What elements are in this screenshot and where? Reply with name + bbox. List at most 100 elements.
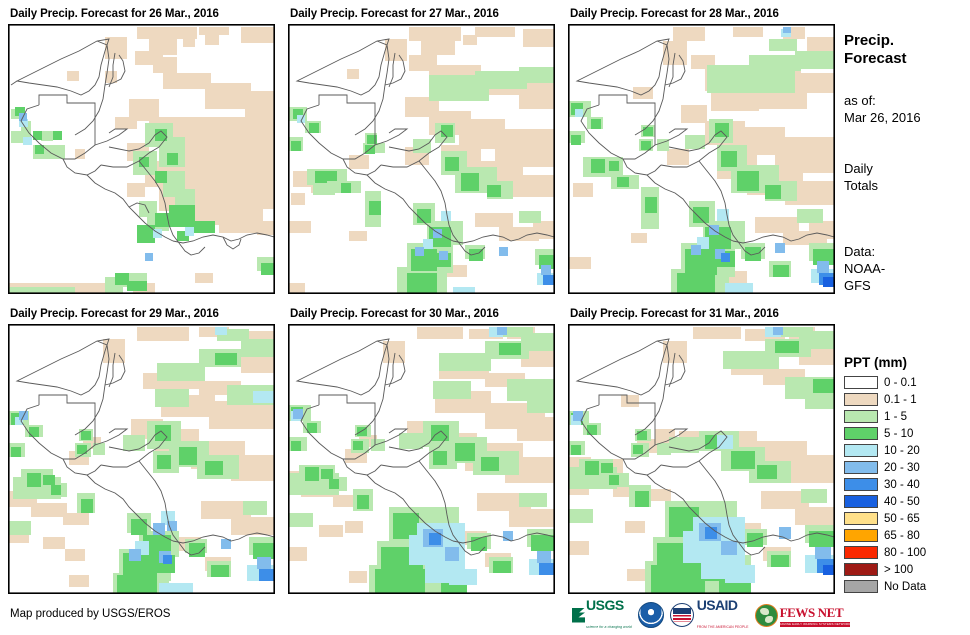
legend-item-9: 65 - 80	[840, 527, 970, 544]
forecast-panel-3[interactable]: Daily Precip. Forecast for 28 Mar., 2016	[568, 6, 835, 294]
info-sidebar: Precip. Forecast as of: Mar 26, 2016 Dai…	[838, 0, 970, 635]
legend-item-6: 30 - 40	[840, 476, 970, 493]
legend-item-11: > 100	[840, 561, 970, 578]
map-canvas-6	[569, 325, 834, 593]
forecast-panel-5[interactable]: Daily Precip. Forecast for 30 Mar., 2016	[288, 306, 555, 594]
panel-title-2: Daily Precip. Forecast for 27 Mar., 2016	[290, 8, 499, 20]
panel-map-4[interactable]	[8, 324, 275, 594]
legend-item-5: 20 - 30	[840, 459, 970, 476]
totals-line2: Totals	[844, 178, 878, 193]
map-credit: Map produced by USGS/EROS	[10, 608, 171, 620]
legend-swatch-2	[844, 410, 878, 423]
legend-item-0: 0 - 0.1	[840, 374, 970, 391]
as-of-block: as of: Mar 26, 2016	[844, 92, 921, 126]
agency-logos: USGS science for a changing world USAID …	[572, 598, 851, 630]
legend-label-4: 10 - 20	[884, 444, 920, 457]
usgs-logo: USGS science for a changing world	[572, 598, 632, 629]
usaid-logo: USAID FROM THE AMERICAN PEOPLE	[669, 598, 749, 629]
legend-swatch-9	[844, 529, 878, 542]
product-heading: Precip. Forecast	[844, 32, 907, 68]
country-borders-2	[295, 38, 554, 256]
legend-swatch-11	[844, 563, 878, 576]
legend-item-4: 10 - 20	[840, 442, 970, 459]
legend-item-10: 80 - 100	[840, 544, 970, 561]
legend-item-8: 50 - 65	[840, 510, 970, 527]
map-canvas-5	[289, 325, 554, 593]
legend-swatch-0	[844, 376, 878, 389]
panel-map-5[interactable]	[288, 324, 555, 594]
panel-map-6[interactable]	[568, 324, 835, 594]
totals-line1: Daily	[844, 161, 873, 176]
legend-label-12: No Data	[884, 580, 927, 593]
fews-net-logo: FEWS NET FAMINE EARLY WARNING SYSTEMS NE…	[754, 602, 851, 628]
country-borders-4	[15, 338, 274, 556]
forecast-panel-4[interactable]: Daily Precip. Forecast for 29 Mar., 2016	[8, 306, 275, 594]
fews-logo-text: FEWS NET	[779, 604, 844, 620]
as-of-label: as of:	[844, 93, 876, 108]
legend-swatch-5	[844, 461, 878, 474]
legend-swatch-1	[844, 393, 878, 406]
data-source-line2: GFS	[844, 278, 871, 293]
legend-item-7: 40 - 50	[840, 493, 970, 510]
forecast-panel-1[interactable]: Daily Precip. Forecast for 26 Mar., 2016	[8, 6, 275, 294]
legend-label-6: 30 - 40	[884, 478, 920, 491]
country-borders-1	[10, 38, 274, 256]
fews-logo-tagline: FAMINE EARLY WARNING SYSTEMS NETWORK	[779, 621, 851, 627]
legend-label-7: 40 - 50	[884, 495, 920, 508]
precip-raster-3	[569, 25, 834, 293]
legend-label-3: 5 - 10	[884, 427, 914, 440]
legend-swatch-3	[844, 427, 878, 440]
legend-label-10: 80 - 100	[884, 546, 927, 559]
legend-swatch-12	[844, 580, 878, 593]
noaa-logo	[637, 602, 664, 628]
usaid-seal-icon	[669, 603, 694, 627]
legend-label-8: 50 - 65	[884, 512, 920, 525]
forecast-panel-2[interactable]: Daily Precip. Forecast for 27 Mar., 2016	[288, 6, 555, 294]
legend-item-2: 1 - 5	[840, 408, 970, 425]
product-heading-line1: Precip.	[844, 32, 895, 49]
panel-map-1[interactable]	[8, 24, 275, 294]
panel-title-5: Daily Precip. Forecast for 30 Mar., 2016	[290, 308, 499, 320]
precip-raster-1	[9, 25, 274, 293]
forecast-panel-grid: Daily Precip. Forecast for 26 Mar., 2016	[8, 6, 835, 594]
legend-item-12: No Data	[840, 578, 970, 595]
legend: PPT (mm) 0 - 0.1 0.1 - 1 1 - 5 5 - 10 10…	[840, 355, 970, 595]
totals-block: Daily Totals	[844, 160, 878, 194]
data-source-line1: NOAA-	[844, 261, 886, 276]
forecast-panel-6[interactable]: Daily Precip. Forecast for 31 Mar., 2016	[568, 306, 835, 594]
data-source-block: Data: NOAA- GFS	[844, 243, 885, 294]
map-canvas-3	[569, 25, 834, 293]
legend-label-11: > 100	[884, 563, 914, 576]
legend-swatch-6	[844, 478, 878, 491]
usaid-logo-tagline: FROM THE AMERICAN PEOPLE	[696, 625, 749, 629]
usgs-wave-icon	[572, 607, 585, 623]
country-borders-6	[575, 338, 834, 556]
legend-label-9: 65 - 80	[884, 529, 920, 542]
usgs-logo-text: USGS	[586, 597, 624, 613]
product-heading-line2: Forecast	[844, 50, 907, 67]
panel-title-4: Daily Precip. Forecast for 29 Mar., 2016	[10, 308, 219, 320]
map-canvas-1	[9, 25, 274, 293]
legend-label-1: 0.1 - 1	[884, 393, 917, 406]
legend-swatch-8	[844, 512, 878, 525]
panel-map-2[interactable]	[288, 24, 555, 294]
panel-map-3[interactable]	[568, 24, 835, 294]
country-borders-3	[575, 38, 834, 256]
legend-swatch-7	[844, 495, 878, 508]
legend-label-0: 0 - 0.1	[884, 376, 917, 389]
noaa-seal-icon	[637, 602, 664, 628]
usaid-logo-text: USAID	[696, 597, 738, 613]
legend-label-5: 20 - 30	[884, 461, 920, 474]
legend-swatch-10	[844, 546, 878, 559]
data-label: Data:	[844, 244, 876, 259]
panel-title-1: Daily Precip. Forecast for 26 Mar., 2016	[10, 8, 219, 20]
map-canvas-2	[289, 25, 554, 293]
legend-item-3: 5 - 10	[840, 425, 970, 442]
panel-title-3: Daily Precip. Forecast for 28 Mar., 2016	[570, 8, 779, 20]
legend-item-1: 0.1 - 1	[840, 391, 970, 408]
legend-title: PPT (mm)	[844, 355, 908, 370]
fews-globe-icon	[754, 603, 778, 627]
as-of-date: Mar 26, 2016	[844, 110, 921, 125]
precip-raster-2	[289, 25, 554, 293]
usgs-logo-tagline: science for a changing world	[586, 625, 632, 629]
